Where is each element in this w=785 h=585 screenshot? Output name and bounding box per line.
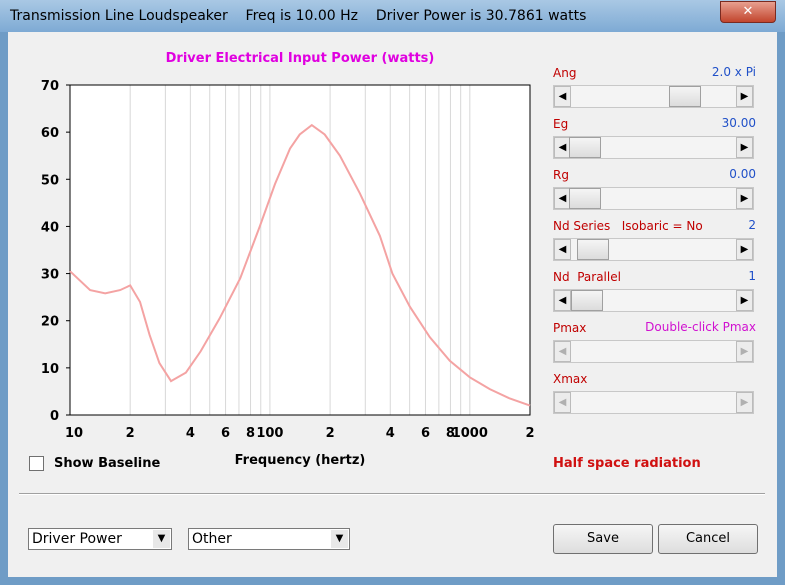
chart: Driver Electrical Input Power (watts) Fr… bbox=[41, 51, 535, 468]
plot-area bbox=[70, 85, 530, 415]
y-tick-label: 20 bbox=[41, 315, 59, 330]
close-button[interactable]: ✕ bbox=[720, 1, 776, 23]
dropdown[interactable]: Other ▼ bbox=[188, 528, 350, 550]
radiation-note: Half space radiation bbox=[553, 456, 701, 471]
y-tick-label: 40 bbox=[41, 220, 59, 235]
scrollbar: ◀ ▶ bbox=[553, 391, 754, 414]
x-tick-label: 2 bbox=[326, 426, 335, 441]
scroll-left[interactable]: ◀ bbox=[554, 86, 571, 107]
dropdown-arrow: ▼ bbox=[153, 530, 170, 548]
scroll-thumb[interactable] bbox=[669, 86, 701, 107]
scroll-right[interactable]: ▶ bbox=[736, 239, 753, 260]
scroll-thumb[interactable] bbox=[577, 239, 609, 260]
scroll-left: ◀ bbox=[554, 341, 571, 362]
y-tick-label: 10 bbox=[41, 362, 59, 377]
control-value: 1 bbox=[748, 269, 756, 283]
control-value: 2 bbox=[748, 218, 756, 232]
x-tick-label: 4 bbox=[386, 426, 395, 441]
x-axis-label: Frequency (hertz) bbox=[235, 453, 366, 468]
x-tick-label: 2 bbox=[126, 426, 135, 441]
x-tick-label: 10 bbox=[65, 426, 83, 441]
dropdown-arrow: ▼ bbox=[331, 530, 348, 548]
x-tick-label: 4 bbox=[186, 426, 195, 441]
scrollbar: ◀ ▶ bbox=[553, 340, 754, 363]
control-value: Double-click Pmax bbox=[645, 320, 756, 334]
scroll-right[interactable]: ▶ bbox=[736, 290, 753, 311]
dropdown-text: Driver Power bbox=[32, 531, 122, 547]
chart-title: Driver Electrical Input Power (watts) bbox=[166, 51, 435, 66]
x-tick-label: 8 bbox=[446, 426, 455, 441]
save-button[interactable]: Save bbox=[553, 524, 653, 554]
scroll-right[interactable]: ▶ bbox=[736, 137, 753, 158]
x-tick-label: 1000 bbox=[452, 426, 488, 441]
checkbox[interactable] bbox=[29, 456, 44, 471]
x-tick-label: 2 bbox=[525, 426, 534, 441]
separator bbox=[19, 493, 765, 495]
scroll-thumb[interactable] bbox=[569, 137, 601, 158]
control-label: Pmax bbox=[553, 321, 587, 335]
control-label: Eg bbox=[553, 117, 569, 131]
scroll-right[interactable]: ▶ bbox=[736, 86, 753, 107]
control-value: 30.00 bbox=[721, 116, 756, 130]
scroll-right: ▶ bbox=[736, 341, 753, 362]
plot-border bbox=[69, 84, 531, 416]
control-value: 0.00 bbox=[729, 167, 756, 181]
control-label: Xmax bbox=[553, 372, 588, 386]
y-tick-label: 60 bbox=[41, 126, 59, 141]
scroll-thumb[interactable] bbox=[569, 188, 601, 209]
y-tick-label: 30 bbox=[41, 268, 59, 283]
data-line bbox=[69, 123, 531, 407]
scroll-left[interactable]: ◀ bbox=[554, 290, 571, 311]
scroll-left: ◀ bbox=[554, 392, 571, 413]
dropdown[interactable]: Driver Power ▼ bbox=[28, 528, 172, 550]
x-tick-label: 6 bbox=[221, 426, 230, 441]
y-tick-label: 70 bbox=[41, 79, 59, 94]
control-value: 2.0 x Pi bbox=[711, 65, 756, 79]
scrollbar[interactable]: ◀ ▶ bbox=[553, 136, 754, 159]
control-label: Nd Parallel bbox=[553, 270, 621, 284]
checkbox-label[interactable]: Show Baseline bbox=[54, 456, 161, 471]
control-label: Nd Series Isobaric = No bbox=[553, 219, 703, 233]
x-tick-label: 8 bbox=[246, 426, 255, 441]
scrollbar[interactable]: ◀ ▶ bbox=[553, 85, 754, 108]
scrollbar[interactable]: ◀ ▶ bbox=[553, 187, 754, 210]
x-tick-label: 6 bbox=[421, 426, 430, 441]
scrollbar[interactable]: ◀ ▶ bbox=[553, 238, 754, 261]
scrollbar[interactable]: ◀ ▶ bbox=[553, 289, 754, 312]
y-tick-label: 0 bbox=[50, 409, 59, 424]
cancel-button[interactable]: Cancel bbox=[658, 524, 758, 554]
title-bar: Transmission Line Loudspeaker Freq is 10… bbox=[0, 0, 785, 32]
scroll-right: ▶ bbox=[736, 392, 753, 413]
scroll-left[interactable]: ◀ bbox=[554, 239, 571, 260]
scroll-right[interactable]: ▶ bbox=[736, 188, 753, 209]
y-tick-label: 50 bbox=[41, 173, 59, 188]
scroll-thumb[interactable] bbox=[571, 290, 603, 311]
window-title: Transmission Line Loudspeaker Freq is 10… bbox=[10, 8, 587, 24]
dropdown-text: Other bbox=[192, 531, 232, 547]
control-label: Ang bbox=[553, 66, 577, 80]
x-tick-label: 100 bbox=[256, 426, 283, 441]
control-label: Rg bbox=[553, 168, 569, 182]
